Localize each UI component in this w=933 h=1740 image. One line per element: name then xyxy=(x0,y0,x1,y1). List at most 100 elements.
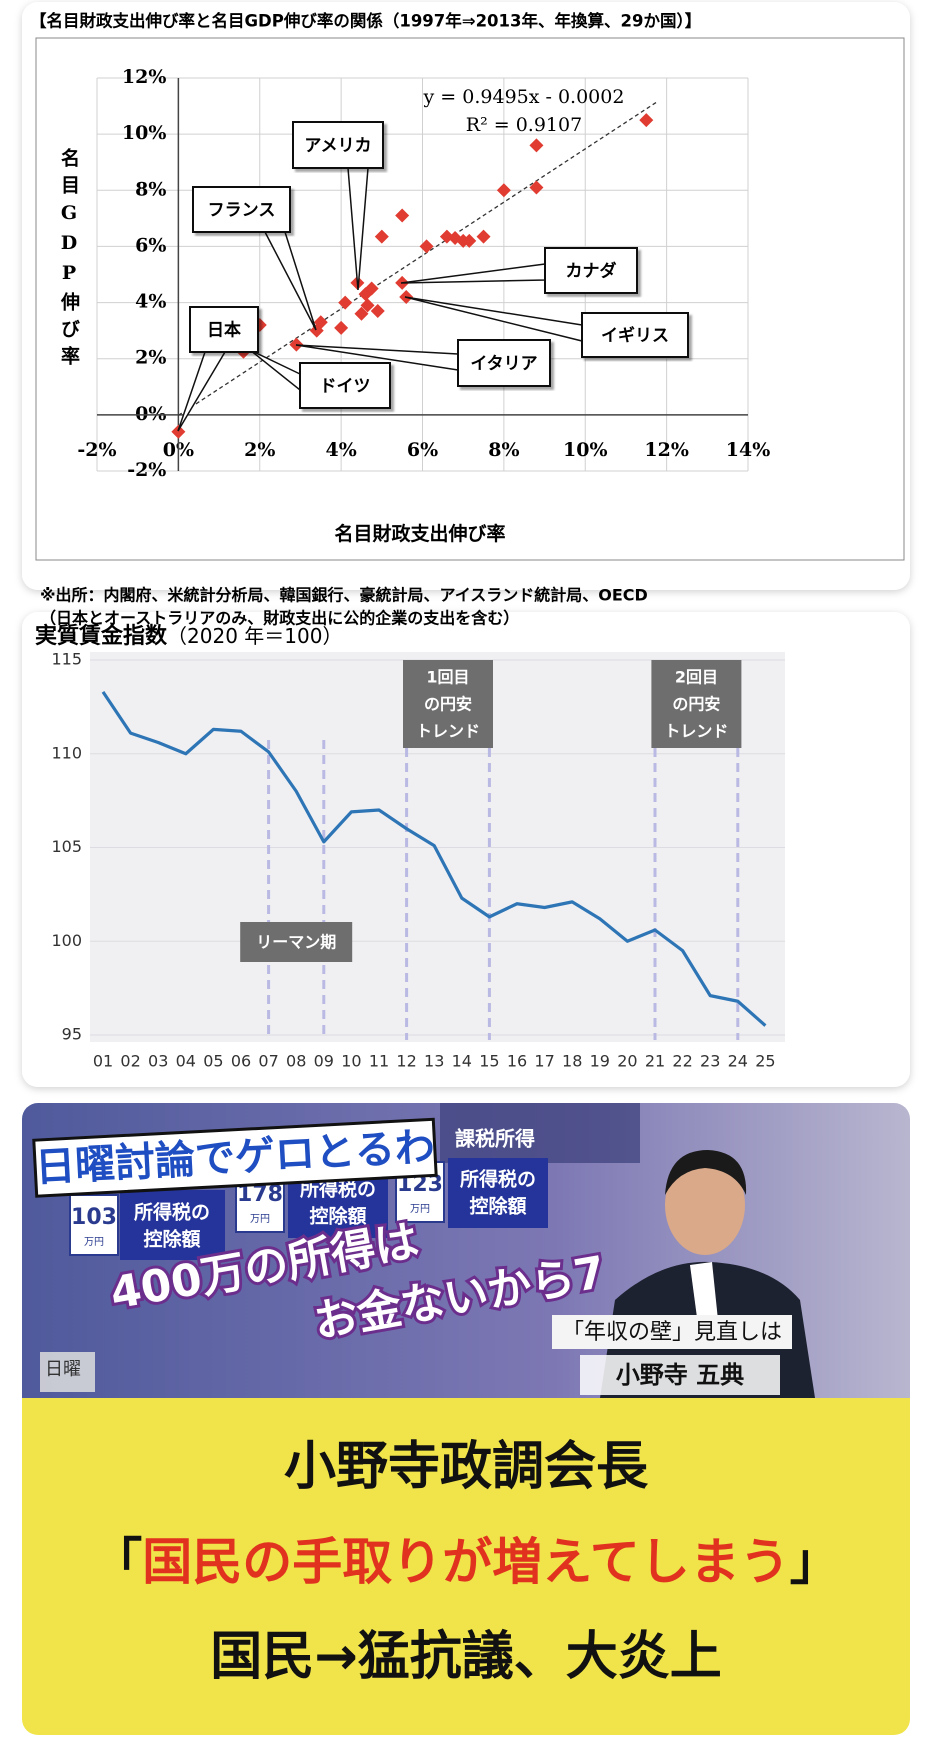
logo: 日曜 xyxy=(45,1359,81,1380)
period-label: トレンド xyxy=(416,722,480,741)
chart-title: 実質賃金指数（2020 年＝100） xyxy=(35,623,342,649)
period-box xyxy=(651,660,742,748)
x-tick-label: 17 xyxy=(534,1052,554,1071)
label-box xyxy=(120,1190,225,1260)
y-tick-label: -2% xyxy=(127,459,166,481)
period-label: 1回目 xyxy=(426,668,469,687)
data-point xyxy=(462,233,477,248)
quote: 国民の手取りが増えてしまう xyxy=(142,1533,790,1591)
period-box xyxy=(403,660,493,748)
bracket: 」 xyxy=(790,1533,840,1591)
data-point xyxy=(529,138,544,153)
annotation: 日本 xyxy=(207,320,241,341)
x-tick-label: 18 xyxy=(562,1052,582,1071)
period-label: の円安 xyxy=(672,695,720,714)
unit: 万円 xyxy=(410,1204,430,1215)
label-box xyxy=(448,1158,548,1228)
callout-box xyxy=(581,312,689,358)
x-tick-label: 08 xyxy=(286,1052,306,1071)
x-tick-label: 21 xyxy=(645,1052,665,1071)
unit: 万円 xyxy=(84,1237,104,1248)
x-tick-label: 12 xyxy=(396,1052,416,1071)
trendline-label: R² = 0.9107 xyxy=(466,114,582,136)
x-tick-label: 22 xyxy=(672,1052,692,1071)
x-tick-label: 25 xyxy=(755,1052,775,1071)
label: 所得税の xyxy=(300,1178,376,1201)
callout-box xyxy=(544,247,638,294)
x-tick-label: 10 xyxy=(341,1052,361,1071)
y-tick-label: 95 xyxy=(62,1025,82,1044)
data-point xyxy=(313,315,328,330)
source-note: （日本とオーストラリアのみ、財政支出に公的企業の支出を含む） xyxy=(40,609,519,628)
x-tick-label: 14 xyxy=(452,1052,472,1071)
headline: 小野寺政調会長 xyxy=(284,1437,649,1497)
y-tick-label: 115 xyxy=(51,650,82,669)
x-tick-label: 14% xyxy=(726,439,771,461)
data-line xyxy=(101,690,767,1027)
y-tick-label: 4% xyxy=(135,291,166,313)
x-tick-label: 24 xyxy=(728,1052,748,1071)
x-tick-label: 4% xyxy=(325,439,356,461)
y-axis-label: 名目GDP伸び率 xyxy=(58,147,81,373)
x-tick-label: 20 xyxy=(617,1052,637,1071)
callout-box xyxy=(299,362,391,409)
title: 実質賃金指数 xyxy=(35,623,168,649)
x-tick-label: 13 xyxy=(424,1052,444,1071)
annotation: ドイツ xyxy=(320,377,371,397)
logo-box xyxy=(40,1352,95,1392)
label: 所得税の xyxy=(134,1201,210,1224)
x-tick-label: 16 xyxy=(507,1052,527,1071)
caption: 「年収の壁」見直しは xyxy=(562,1320,782,1345)
period-label: の円安 xyxy=(424,695,472,714)
annotation: イギリス xyxy=(601,326,669,346)
x-tick-label: 04 xyxy=(176,1052,196,1071)
name-box xyxy=(580,1355,780,1395)
x-tick-label: 23 xyxy=(700,1052,720,1071)
amount: 103 xyxy=(71,1205,117,1230)
x-tick-label: 02 xyxy=(120,1052,140,1071)
x-tick-label: -2% xyxy=(77,439,116,461)
period-label: リーマン期 xyxy=(256,933,336,952)
data-point xyxy=(171,424,186,439)
x-tick-label: 6% xyxy=(407,439,438,461)
headline-background xyxy=(22,1398,910,1735)
x-tick-label: 03 xyxy=(148,1052,168,1071)
period-label: 2回目 xyxy=(675,668,718,687)
y-tick-label: 12% xyxy=(122,66,167,88)
x-tick-label: 05 xyxy=(203,1052,223,1071)
background-label: 課税所得 xyxy=(455,1127,535,1151)
unit: 万円 xyxy=(250,1214,270,1225)
callout-box xyxy=(292,121,384,169)
y-tick-label: 0% xyxy=(135,403,166,425)
x-tick-label: 12% xyxy=(644,439,689,461)
data-point xyxy=(334,320,349,335)
label: 所得税の xyxy=(460,1168,536,1191)
bracket: 「 xyxy=(92,1533,142,1591)
chart-frame xyxy=(35,37,905,561)
data-point xyxy=(370,303,385,318)
x-tick-label: 10% xyxy=(563,439,608,461)
line-chart: 95 100 105 110 115 01 02 03 04 05 06 07 08 09 10 11 12 13… xyxy=(51,650,785,1071)
x-tick-label: 09 xyxy=(314,1052,334,1071)
caption-box xyxy=(552,1315,792,1349)
y-tick-label: 6% xyxy=(135,234,166,256)
y-tick-label: 2% xyxy=(135,347,166,369)
subtitle: （2020 年＝100） xyxy=(167,624,342,648)
data-point xyxy=(338,295,353,310)
image-panel: 課税所得 103 万円 所得税の 控除額 178 万円 所得税の 控除額 123… xyxy=(22,1103,910,1735)
data-point xyxy=(360,298,375,313)
chart-title: 【名目財政支出伸び率と名目GDP伸び率の関係（1997年⇒2013年、年換算、2… xyxy=(30,11,701,31)
data-point xyxy=(374,229,389,244)
x-axis-label: 名目財政支出伸び率 xyxy=(334,522,505,545)
y-tick-label: 100 xyxy=(51,931,82,950)
x-tick-label: 06 xyxy=(231,1052,251,1071)
x-tick-label: 2% xyxy=(244,439,275,461)
x-tick-label: 8% xyxy=(488,439,519,461)
data-point xyxy=(354,306,369,321)
data-point xyxy=(476,229,491,244)
trendline xyxy=(178,101,657,416)
y-tick-label: 105 xyxy=(51,837,82,856)
screen-panel xyxy=(440,1103,640,1163)
data-point xyxy=(364,281,379,296)
